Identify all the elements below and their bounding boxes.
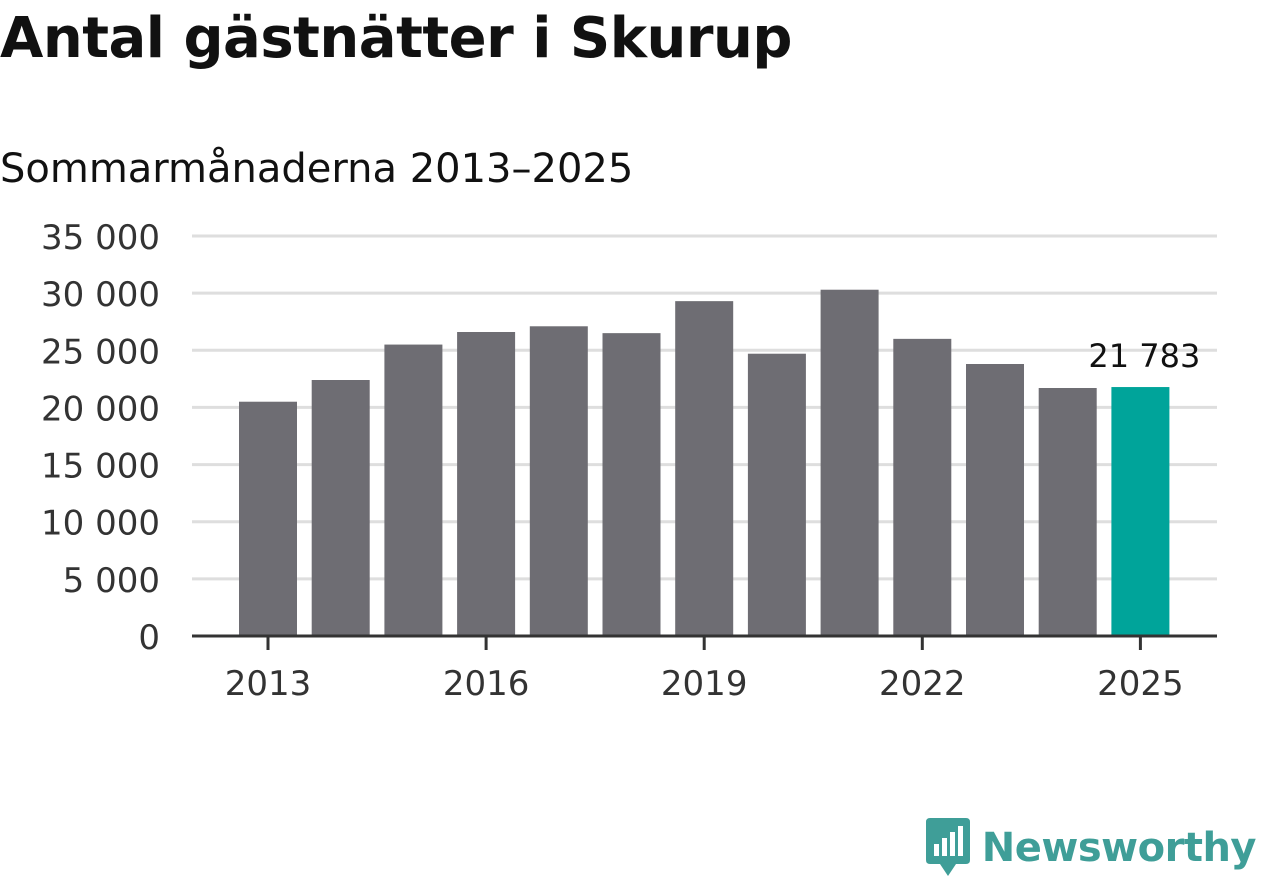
- brand-name: Newsworthy: [981, 825, 1257, 871]
- bar-2018: [602, 333, 661, 636]
- y-axis-labels: 0 5 000 10 000 15 000 20 000 25 000 30 000 35 0…: [41, 218, 160, 658]
- bar-2017: [529, 326, 588, 636]
- bar-2025: [1111, 387, 1170, 636]
- brand-logo: Newsworthy: [924, 818, 1257, 878]
- y-tick-label: 15 000: [41, 447, 160, 487]
- y-tick-label: 0: [138, 618, 160, 658]
- bar-2020: [747, 353, 806, 636]
- chart-subtitle: Sommarmånaderna 2013–2025: [0, 146, 634, 192]
- bars: [239, 289, 1170, 636]
- bar-2016: [457, 332, 516, 636]
- bar-2023: [966, 364, 1024, 636]
- y-tick-label: 5 000: [63, 561, 160, 601]
- y-tick-label: 20 000: [41, 389, 160, 429]
- x-tick-label: 2013: [225, 664, 312, 704]
- y-tick-label: 35 000: [41, 218, 160, 258]
- bar-2024: [1038, 388, 1097, 636]
- y-tick-label: 25 000: [41, 332, 160, 372]
- bar-2015: [384, 344, 443, 636]
- annotations: 21 783: [1088, 337, 1200, 375]
- y-tick-label: 10 000: [41, 504, 160, 544]
- bar-2022: [893, 338, 952, 636]
- chart-title: Antal gästnätter i Skurup: [0, 6, 792, 71]
- y-tick-label: 30 000: [41, 275, 160, 315]
- bar-2014: [311, 380, 370, 636]
- newsworthy-logo-icon: [925, 818, 970, 876]
- x-tick-label: 2022: [879, 664, 966, 704]
- highlight-value-label: 21 783: [1088, 337, 1200, 375]
- bar-2019: [675, 301, 734, 636]
- bar-2013: [239, 401, 297, 636]
- x-axis: [192, 634, 1217, 650]
- x-tick-label: 2016: [443, 664, 530, 704]
- bar-2021: [820, 289, 879, 636]
- x-tick-label: 2019: [661, 664, 748, 704]
- x-tick-label: 2025: [1097, 664, 1184, 704]
- x-axis-labels: 2013 2016 2019 2022 2025: [225, 664, 1184, 704]
